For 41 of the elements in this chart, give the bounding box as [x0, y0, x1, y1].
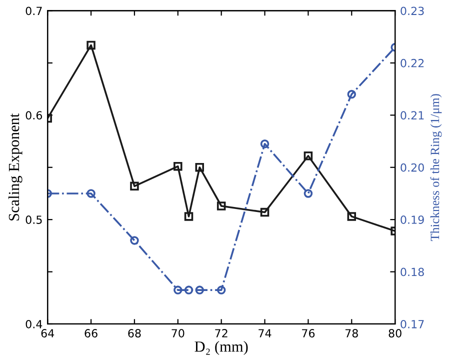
- x-tick-label: 68: [128, 329, 141, 338]
- y2-tick-label: 0.23: [400, 6, 424, 16]
- x-tick-label: 66: [84, 329, 98, 338]
- y2-tick-label: 0.18: [400, 268, 424, 276]
- x-tick-label: 72: [215, 329, 228, 338]
- point: [195, 286, 204, 294]
- point: [130, 182, 139, 191]
- point: [130, 236, 139, 245]
- point: [184, 286, 194, 294]
- y-axis-title: Scaling Exponent: [8, 113, 22, 220]
- point: [260, 208, 270, 217]
- point: [174, 162, 182, 171]
- y2-axis-title: Thickness of the Ring (1/μm): [430, 94, 442, 241]
- x-axis-title: D₂ (mm): [194, 340, 248, 355]
- point: [304, 189, 313, 198]
- point: [86, 40, 96, 50]
- point: [216, 202, 226, 210]
- x-tick-label: 74: [258, 329, 272, 338]
- y2-tick-label: 0.19: [400, 216, 424, 224]
- x-tick-label: 78: [345, 329, 358, 338]
- y-tick-label: 0.5: [26, 216, 42, 224]
- y-tick-label: 0.6: [26, 111, 42, 120]
- x-tick-label: 76: [302, 329, 315, 338]
- x-tick-label: 70: [172, 329, 184, 338]
- y2-tick-label: 0.21: [400, 111, 424, 120]
- y-tick-label: 0.4: [26, 320, 42, 328]
- point: [184, 212, 194, 221]
- y2-tick-label: 0.20: [400, 163, 424, 172]
- point: [216, 286, 226, 294]
- point: [195, 162, 204, 172]
- y-tick-label: 0.7: [26, 6, 42, 16]
- point: [260, 139, 270, 148]
- point: [347, 90, 356, 99]
- point: [86, 189, 96, 198]
- point: [304, 152, 313, 160]
- point: [347, 212, 356, 221]
- x-tick-label: 80: [388, 329, 402, 338]
- point: [174, 286, 182, 294]
- x-tick-label: 64: [41, 329, 54, 338]
- text: 0.17: [400, 320, 424, 328]
- y2-tick-label: 0.22: [400, 58, 424, 68]
